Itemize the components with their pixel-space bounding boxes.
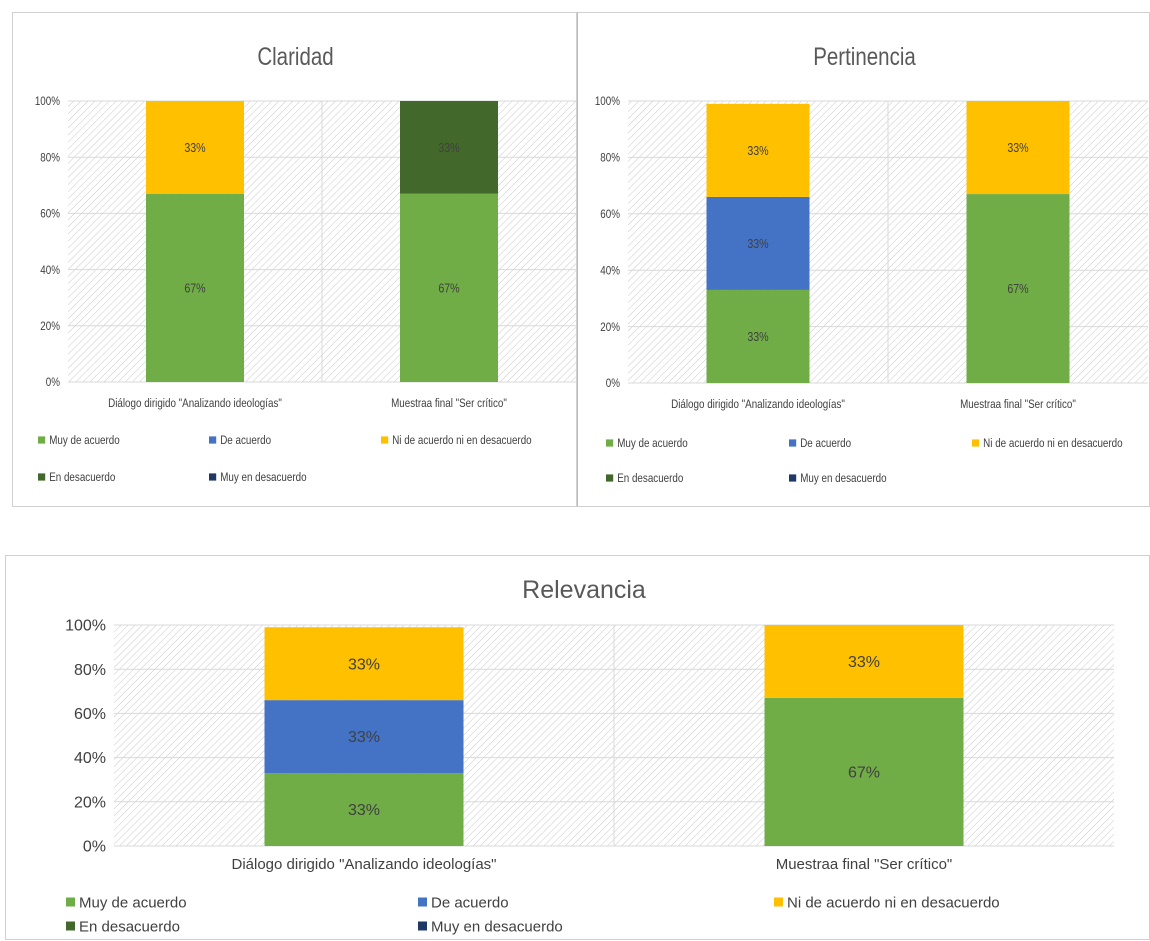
y-tick-label: 0% <box>606 377 620 390</box>
category-label: Diálogo dirigido "Analizando ideologías" <box>671 398 845 411</box>
category-label: Muestraa final "Ser crítico" <box>960 398 1076 411</box>
y-tick-label: 20% <box>40 320 60 333</box>
legend-swatch-muy-en-desacuerdo <box>789 474 797 482</box>
legend-swatch-de-acuerdo <box>418 897 427 907</box>
legend-swatch-en-desacuerdo <box>606 474 614 482</box>
legend-label-ni-de-acuerdo-ni-en-desacuerdo: Ni de acuerdo ni en desacuerdo <box>983 437 1122 450</box>
y-tick-label: 40% <box>600 265 620 278</box>
category-label: Diálogo dirigido "Analizando ideologías" <box>108 397 282 410</box>
legend-label-muy-en-desacuerdo: Muy en desacuerdo <box>431 918 563 935</box>
y-tick-label: 0% <box>46 376 60 389</box>
chart-claridad: Claridad 0% 20% 40% 60% 80% 100% 67% 33% Diálogo … <box>12 12 577 507</box>
data-label: 33% <box>438 140 460 155</box>
chart-pertinencia-svg: Pertinencia 0% 20% 40% 60% 80% 100% 33% 33% 33% Di… <box>595 42 1148 485</box>
bar-ni-de-acuerdo-ni-en-desacuerdo-2 <box>764 625 964 698</box>
legend-label-muy-de-acuerdo: Muy de acuerdo <box>617 437 688 450</box>
data-label: 67% <box>184 280 206 295</box>
bar-ni-de-acuerdo-ni-en-desacuerdo-1 <box>264 627 464 701</box>
category-label: Muestraa final "Ser crítico" <box>391 397 507 410</box>
bar-muy-de-acuerdo-2 <box>966 194 1070 383</box>
y-tick-label: 80% <box>40 152 60 165</box>
legend-swatch-muy-de-acuerdo <box>38 436 46 444</box>
chart-title-relevancia: Relevancia <box>522 576 646 604</box>
legend-label-en-desacuerdo: En desacuerdo <box>79 918 180 935</box>
legend-label-ni-de-acuerdo-ni-en-desacuerdo: Ni de acuerdo ni en desacuerdo <box>787 894 1000 911</box>
y-tick-label: 20% <box>74 794 106 811</box>
data-label: 33% <box>747 236 769 251</box>
legend-swatch-ni-de-acuerdo-ni-en-desacuerdo <box>972 439 980 447</box>
legend-label-de-acuerdo: De acuerdo <box>220 434 271 447</box>
legend-label-en-desacuerdo: En desacuerdo <box>49 471 115 484</box>
chart-title-pertinencia: Pertinencia <box>813 42 916 70</box>
data-label: 33% <box>348 656 380 673</box>
legend-swatch-muy-en-desacuerdo <box>418 921 427 931</box>
legend-swatch-en-desacuerdo <box>38 473 46 481</box>
y-tick-label: 60% <box>40 208 60 221</box>
data-label: 33% <box>348 729 380 746</box>
y-tick-label: 80% <box>74 662 106 679</box>
y-tick-label: 20% <box>600 321 620 334</box>
data-label: 33% <box>747 143 769 158</box>
legend-label-muy-en-desacuerdo: Muy en desacuerdo <box>800 472 886 485</box>
bar-muy-de-acuerdo-1 <box>706 289 810 383</box>
bar-de-acuerdo-1 <box>706 196 810 290</box>
bar-muy-de-acuerdo-1 <box>146 193 244 382</box>
legend-label-en-desacuerdo: En desacuerdo <box>617 472 683 485</box>
data-label: 33% <box>747 329 769 344</box>
legend-swatch-muy-de-acuerdo <box>606 439 614 447</box>
y-tick-label: 40% <box>40 264 60 277</box>
data-label: 33% <box>348 802 380 819</box>
y-tick-label: 60% <box>600 208 620 221</box>
bar-ni-de-acuerdo-ni-en-desacuerdo-1 <box>706 103 810 197</box>
chart-relevancia: Relevancia 0% 20% 40% 60% 80% 100% 33% 33% 33% Diá… <box>5 555 1150 940</box>
chart-relevancia-svg: Relevancia 0% 20% 40% 60% 80% 100% 33% 33% 33% Diá… <box>65 576 1114 935</box>
bar-en-desacuerdo-2 <box>400 101 498 194</box>
legend-label-muy-de-acuerdo: Muy de acuerdo <box>79 894 187 911</box>
bar-ni-de-acuerdo-ni-en-desacuerdo-1 <box>146 101 244 194</box>
bar-ni-de-acuerdo-ni-en-desacuerdo-2 <box>966 101 1070 195</box>
legend-swatch-en-desacuerdo <box>66 921 75 931</box>
data-label: 33% <box>848 654 880 671</box>
legend-swatch-de-acuerdo <box>789 439 797 447</box>
y-tick-label: 0% <box>83 839 106 856</box>
legend-swatch-muy-en-desacuerdo <box>209 473 217 481</box>
y-tick-label: 100% <box>35 95 60 108</box>
legend-swatch-muy-de-acuerdo <box>66 897 75 907</box>
chart-title-claridad: Claridad <box>257 42 333 70</box>
data-label: 67% <box>848 765 880 782</box>
bar-muy-de-acuerdo-1 <box>264 773 464 846</box>
y-tick-label: 80% <box>600 152 620 165</box>
chart-pertinencia: Pertinencia 0% 20% 40% 60% 80% 100% 33% 33% 33% Di… <box>577 12 1150 507</box>
y-tick-label: 100% <box>595 95 620 108</box>
data-label: 67% <box>1007 281 1029 296</box>
y-tick-label: 60% <box>74 706 106 723</box>
data-label: 33% <box>1007 140 1029 155</box>
chart-claridad-svg: Claridad 0% 20% 40% 60% 80% 100% 67% 33% Diálogo … <box>35 42 576 484</box>
legend-label-de-acuerdo: De acuerdo <box>800 437 851 450</box>
bar-muy-de-acuerdo-2 <box>764 697 964 846</box>
category-label: Muestraa final "Ser crítico" <box>776 856 953 873</box>
y-tick-label: 40% <box>74 750 106 767</box>
legend-label-de-acuerdo: De acuerdo <box>431 894 509 911</box>
bar-de-acuerdo-1 <box>264 700 464 774</box>
y-tick-label: 100% <box>65 618 106 635</box>
legend-swatch-ni-de-acuerdo-ni-en-desacuerdo <box>774 897 783 907</box>
legend-label-ni-de-acuerdo-ni-en-desacuerdo: Ni de acuerdo ni en desacuerdo <box>392 434 531 447</box>
data-label: 67% <box>438 280 460 295</box>
bar-muy-de-acuerdo-2 <box>400 193 498 382</box>
legend-label-muy-de-acuerdo: Muy de acuerdo <box>49 434 120 447</box>
category-label: Diálogo dirigido "Analizando ideologías" <box>232 856 497 873</box>
legend-swatch-de-acuerdo <box>209 436 217 444</box>
legend-label-muy-en-desacuerdo: Muy en desacuerdo <box>220 471 306 484</box>
data-label: 33% <box>184 140 206 155</box>
legend-swatch-ni-de-acuerdo-ni-en-desacuerdo <box>381 436 389 444</box>
